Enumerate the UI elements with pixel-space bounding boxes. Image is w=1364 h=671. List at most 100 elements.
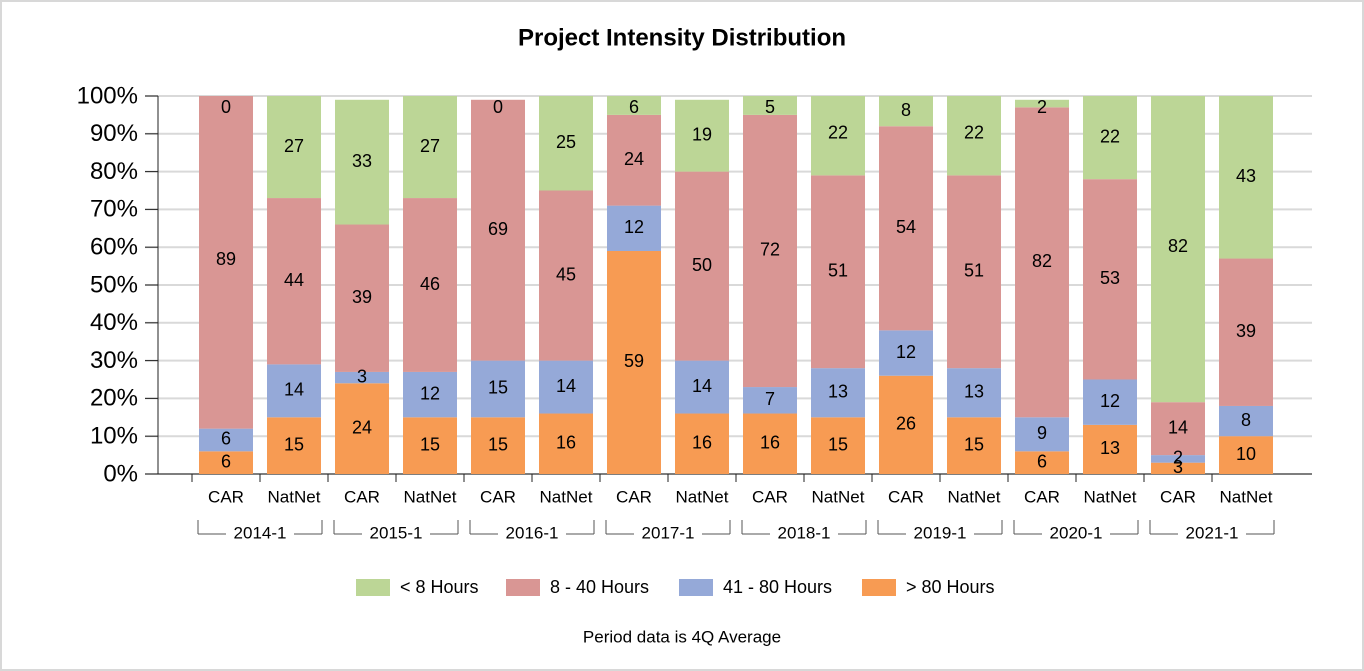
bar-segment [403, 198, 457, 372]
bar-segment [607, 205, 661, 251]
bar-segment [267, 198, 321, 365]
value-label: 54 [896, 217, 916, 237]
bar-segment [811, 368, 865, 418]
legend-swatch [356, 579, 390, 596]
value-label: 5 [765, 97, 775, 117]
bar-segment [267, 417, 321, 474]
legend-swatch [679, 579, 713, 596]
value-label: 10 [1236, 444, 1256, 464]
value-label: 72 [760, 240, 780, 260]
bar-segment [199, 96, 253, 429]
bar-segment [1015, 417, 1069, 452]
value-label: 9 [1037, 423, 1047, 443]
value-label: 26 [896, 414, 916, 434]
value-label: 12 [420, 383, 440, 403]
y-tick-label: 30% [90, 347, 138, 374]
value-label: 13 [828, 381, 848, 401]
bar-segment [743, 413, 797, 474]
value-label: 2 [1173, 448, 1183, 468]
value-label: 33 [352, 151, 372, 171]
bar-segment [1219, 96, 1273, 259]
value-label: 6 [221, 451, 231, 471]
value-label: 22 [1100, 126, 1120, 146]
bar-segment [539, 96, 593, 191]
value-label: 6 [221, 429, 231, 449]
x-tick-label: CAR [344, 487, 380, 506]
x-tick-label: NatNet [1084, 487, 1137, 506]
bar-segment [1083, 424, 1137, 474]
value-label: 39 [352, 287, 372, 307]
bar-segment [607, 250, 661, 474]
bar-segment [1083, 96, 1137, 180]
group-label: 2017-1 [642, 523, 695, 542]
bar-segment [199, 451, 253, 474]
bar-segment [335, 99, 389, 225]
bar-segment [403, 96, 457, 199]
value-label: 24 [624, 149, 644, 169]
x-tick-label: CAR [752, 487, 788, 506]
value-label: 14 [1168, 417, 1188, 437]
value-label: 0 [221, 97, 231, 117]
x-tick-label: CAR [480, 487, 516, 506]
value-label: 27 [284, 136, 304, 156]
bar-segment [947, 175, 1001, 369]
value-label: 15 [488, 378, 508, 398]
labels: 0%10%20%30%40%50%60%70%80%90%100%66890CA… [77, 82, 1275, 597]
y-tick-label: 80% [90, 158, 138, 185]
bar-segment [675, 171, 729, 361]
bar-segment [1015, 451, 1069, 474]
value-label: 39 [1236, 321, 1256, 341]
x-tick-label: CAR [616, 487, 652, 506]
legend-label: > 80 Hours [906, 577, 995, 597]
value-label: 45 [556, 264, 576, 284]
y-tick-label: 90% [90, 120, 138, 147]
value-label: 59 [624, 351, 644, 371]
group-label: 2018-1 [778, 523, 831, 542]
bar-segment [811, 96, 865, 176]
bar-segment [1151, 455, 1205, 463]
value-label: 19 [692, 124, 712, 144]
bar-segment [471, 99, 525, 361]
legend-label: 8 - 40 Hours [550, 577, 649, 597]
value-label: 3 [1173, 457, 1183, 477]
value-label: 15 [420, 434, 440, 454]
bar-segment [1219, 258, 1273, 406]
group-label: 2014-1 [234, 523, 287, 542]
value-label: 51 [964, 261, 984, 281]
group-label: 2021-1 [1186, 523, 1239, 542]
x-tick-label: NatNet [540, 487, 593, 506]
bar-segment [403, 417, 457, 474]
bar-segment [743, 96, 797, 115]
value-label: 13 [1100, 438, 1120, 458]
value-label: 15 [828, 434, 848, 454]
bar-segment [471, 417, 525, 474]
bar-segment [1083, 179, 1137, 380]
x-tick-label: CAR [1024, 487, 1060, 506]
value-label: 43 [1236, 166, 1256, 186]
y-tick-label: 40% [90, 309, 138, 336]
value-label: 89 [216, 249, 236, 269]
value-label: 8 [1241, 410, 1251, 430]
bar-segment [879, 330, 933, 376]
bars [199, 96, 1273, 474]
x-tick-label: CAR [1160, 487, 1196, 506]
value-label: 8 [901, 100, 911, 120]
value-label: 27 [420, 136, 440, 156]
bar-segment [879, 126, 933, 331]
legend-label: 41 - 80 Hours [723, 577, 832, 597]
y-tick-label: 10% [90, 423, 138, 450]
bar-segment [539, 360, 593, 414]
value-label: 24 [352, 417, 372, 437]
bar-segment [743, 114, 797, 388]
bar-segment [675, 99, 729, 172]
value-label: 82 [1168, 236, 1188, 256]
value-label: 3 [357, 366, 367, 386]
bar-segment [1015, 107, 1069, 418]
chart-title: Project Intensity Distribution [518, 24, 846, 51]
value-label: 14 [556, 376, 576, 396]
y-tick-label: 100% [77, 82, 138, 109]
bar-segment [335, 224, 389, 372]
bar-segment [947, 417, 1001, 474]
caption: Period data is 4Q Average [583, 627, 781, 646]
